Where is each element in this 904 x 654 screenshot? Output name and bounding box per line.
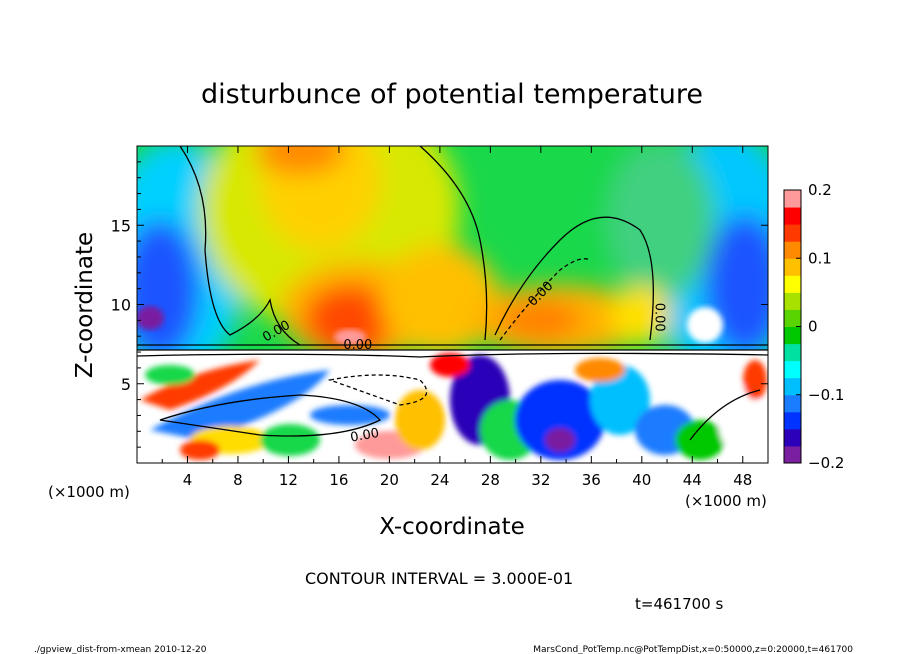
- footer-left: ./gpview_dist-from-xmean 2010-12-20: [34, 645, 207, 654]
- contour-label: 0.00: [343, 338, 372, 353]
- x-tick-label: 36: [582, 471, 601, 489]
- time-label: t=461700 s: [635, 595, 723, 613]
- colorbar-swatch: [784, 445, 801, 464]
- x-tick-label: 12: [279, 471, 298, 489]
- contour-label: 0.00: [652, 303, 667, 332]
- x-tick-label: 44: [683, 471, 702, 489]
- colorbar-swatch: [784, 258, 801, 276]
- colorbar-swatch: [784, 207, 801, 225]
- y-tick-label: 5: [121, 375, 131, 394]
- colorbar-swatch: [784, 326, 801, 345]
- y-axis: 5 10 15: [111, 161, 768, 448]
- x-axis-label: X-coordinate: [379, 514, 525, 540]
- x-unit-right: (×1000 m): [685, 492, 767, 510]
- colorbar-swatch: [784, 241, 801, 259]
- colorbar: 0.2 0.1 0 −0.1 −0.2: [783, 181, 844, 472]
- colorbar-tick-label: 0: [808, 318, 818, 336]
- colorbar-tick-label: −0.2: [808, 454, 844, 472]
- x-tick-label: 4: [183, 471, 193, 489]
- colorbar-swatch: [784, 394, 801, 413]
- contour-interval: CONTOUR INTERVAL = 3.000E-01: [305, 569, 573, 588]
- x-tick-label: 20: [380, 471, 399, 489]
- footer-right: MarsCond_PotTemp.nc@PotTempDist,x=0:5000…: [533, 645, 853, 654]
- x-tick-label: 40: [632, 471, 651, 489]
- x-tick-label: 28: [481, 471, 500, 489]
- colorbar-tick-label: 0.1: [808, 249, 832, 267]
- colorbar-swatch: [784, 309, 801, 327]
- colorbar-swatch: [784, 411, 801, 430]
- x-tick-label: 24: [430, 471, 449, 489]
- x-tick-label: 16: [329, 471, 348, 489]
- x-axis: 4 8 12 16 20 24 28 32 36 40 44 48: [161, 146, 769, 489]
- heatmap-field: [137, 146, 768, 463]
- chart-title: disturbunce of potential temperature: [201, 79, 703, 110]
- y-tick-label: 10: [111, 296, 131, 315]
- x-tick-label: 8: [233, 471, 243, 489]
- y-axis-label: Z-coordinate: [72, 232, 98, 378]
- colorbar-swatch: [784, 224, 801, 242]
- colorbar-tick-label: −0.1: [808, 386, 844, 404]
- contour-lines: [137, 146, 768, 441]
- x-unit-left: (×1000 m): [48, 483, 130, 501]
- colorbar-swatch: [784, 190, 801, 208]
- colorbar-tick-label: 0.2: [808, 181, 832, 199]
- colorbar-swatch: [784, 292, 801, 310]
- y-tick-label: 15: [111, 216, 131, 235]
- contour-label: 0.00: [349, 426, 380, 446]
- colorbar-swatch: [784, 275, 801, 293]
- x-tick-label: 48: [733, 471, 752, 489]
- colorbar-swatch: [784, 360, 801, 379]
- colorbar-swatch: [784, 343, 801, 362]
- colorbar-swatch: [784, 428, 801, 447]
- colorbar-swatch: [784, 377, 801, 396]
- x-tick-label: 32: [531, 471, 550, 489]
